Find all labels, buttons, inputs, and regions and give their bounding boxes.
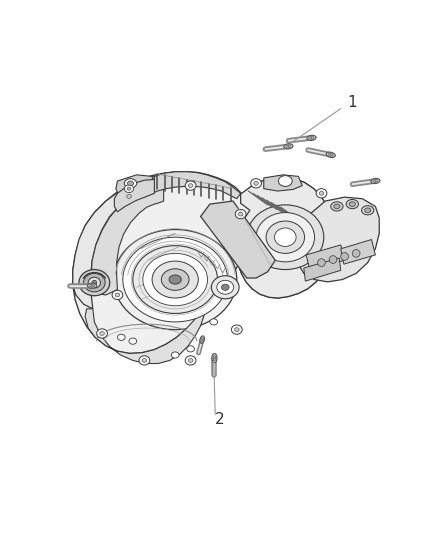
Ellipse shape xyxy=(124,185,134,192)
Ellipse shape xyxy=(185,356,196,365)
Ellipse shape xyxy=(256,213,314,262)
Polygon shape xyxy=(306,245,345,270)
Text: 1: 1 xyxy=(347,95,357,110)
Polygon shape xyxy=(341,239,375,264)
Ellipse shape xyxy=(212,276,239,299)
Polygon shape xyxy=(73,172,334,353)
Polygon shape xyxy=(91,185,164,295)
Ellipse shape xyxy=(124,192,134,201)
Ellipse shape xyxy=(221,284,229,290)
Ellipse shape xyxy=(200,336,205,343)
Polygon shape xyxy=(201,201,276,278)
Polygon shape xyxy=(297,197,379,282)
Ellipse shape xyxy=(238,212,243,216)
Ellipse shape xyxy=(251,179,261,188)
Ellipse shape xyxy=(88,283,97,288)
Ellipse shape xyxy=(373,180,378,182)
Ellipse shape xyxy=(364,208,371,213)
Ellipse shape xyxy=(129,338,137,344)
Ellipse shape xyxy=(169,275,181,284)
Ellipse shape xyxy=(89,284,95,287)
Polygon shape xyxy=(114,180,155,212)
Ellipse shape xyxy=(266,221,304,253)
Polygon shape xyxy=(304,258,341,281)
Ellipse shape xyxy=(318,259,325,266)
Ellipse shape xyxy=(115,293,120,297)
Ellipse shape xyxy=(361,206,374,215)
Ellipse shape xyxy=(123,237,228,322)
Ellipse shape xyxy=(201,337,203,342)
Ellipse shape xyxy=(212,353,217,363)
Ellipse shape xyxy=(326,152,335,157)
Ellipse shape xyxy=(235,209,246,219)
Ellipse shape xyxy=(84,273,105,292)
Ellipse shape xyxy=(161,269,189,290)
Ellipse shape xyxy=(234,328,239,332)
Ellipse shape xyxy=(275,228,296,246)
Ellipse shape xyxy=(133,246,218,313)
Ellipse shape xyxy=(188,184,193,188)
Polygon shape xyxy=(73,176,155,309)
Ellipse shape xyxy=(331,202,343,211)
Ellipse shape xyxy=(349,202,355,206)
Ellipse shape xyxy=(143,253,208,306)
Ellipse shape xyxy=(247,205,324,270)
Ellipse shape xyxy=(286,145,291,148)
Ellipse shape xyxy=(319,191,324,195)
Ellipse shape xyxy=(231,325,242,334)
Ellipse shape xyxy=(341,253,349,260)
Ellipse shape xyxy=(284,144,293,149)
Polygon shape xyxy=(152,172,240,199)
Ellipse shape xyxy=(254,181,258,185)
Ellipse shape xyxy=(352,249,360,257)
Ellipse shape xyxy=(316,189,327,198)
Text: 2: 2 xyxy=(215,412,225,427)
Ellipse shape xyxy=(187,346,194,352)
Ellipse shape xyxy=(371,179,380,183)
Ellipse shape xyxy=(79,270,110,296)
Ellipse shape xyxy=(329,256,337,263)
Ellipse shape xyxy=(171,352,179,358)
Ellipse shape xyxy=(97,329,107,338)
Ellipse shape xyxy=(88,277,100,288)
Ellipse shape xyxy=(185,181,196,190)
Ellipse shape xyxy=(113,230,237,329)
Ellipse shape xyxy=(112,290,123,300)
Ellipse shape xyxy=(139,356,150,365)
Ellipse shape xyxy=(279,175,292,187)
Ellipse shape xyxy=(307,135,316,141)
Ellipse shape xyxy=(213,356,216,361)
Ellipse shape xyxy=(328,154,333,156)
Ellipse shape xyxy=(309,136,314,139)
Ellipse shape xyxy=(142,359,147,362)
Ellipse shape xyxy=(117,334,125,341)
Ellipse shape xyxy=(334,204,340,209)
Ellipse shape xyxy=(210,319,218,325)
Ellipse shape xyxy=(188,359,193,362)
Ellipse shape xyxy=(100,332,104,335)
Ellipse shape xyxy=(127,181,134,185)
Polygon shape xyxy=(264,175,302,191)
Ellipse shape xyxy=(124,179,137,188)
Ellipse shape xyxy=(152,261,198,298)
Ellipse shape xyxy=(92,280,97,285)
Ellipse shape xyxy=(127,195,131,198)
Polygon shape xyxy=(237,177,334,298)
Ellipse shape xyxy=(127,187,131,190)
Ellipse shape xyxy=(217,280,234,294)
Polygon shape xyxy=(116,175,155,196)
Polygon shape xyxy=(85,305,206,364)
Ellipse shape xyxy=(346,199,358,209)
